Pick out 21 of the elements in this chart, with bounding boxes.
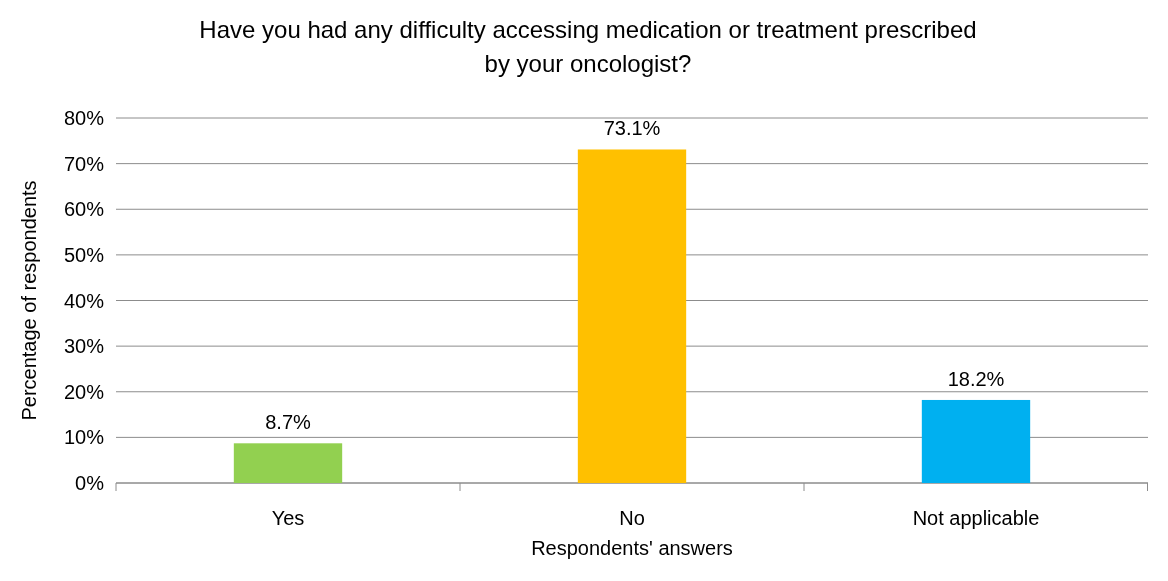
y-tick-label: 70% [63, 152, 105, 175]
bar [233, 443, 343, 483]
y-tick-label: 40% [63, 289, 105, 312]
y-tick-label: 30% [63, 335, 105, 358]
y-tick-label: 10% [63, 426, 105, 449]
x-tick-label: No [619, 507, 645, 529]
bar [577, 149, 687, 483]
y-axis-title: Percentage of respondents [18, 180, 40, 421]
chart-title: Have you had any difficulty accessing medication or treatment prescribed by your oncologist? [199, 16, 977, 77]
bar [921, 399, 1031, 483]
x-tick-label: Yes [271, 507, 305, 529]
x-axis-title: Respondents' answers [531, 537, 733, 559]
y-tick-label: 0% [75, 472, 105, 494]
data-label: 18.2% [947, 367, 1005, 390]
y-tick-label: 50% [63, 243, 105, 266]
data-label: 8.7% [265, 411, 312, 434]
data-label: 73.1% [603, 117, 661, 140]
x-tick-label: Not applicable [912, 507, 1040, 529]
y-tick-label: 80% [63, 107, 105, 129]
y-tick-label: 20% [63, 380, 105, 403]
y-tick-label: 60% [63, 198, 105, 221]
